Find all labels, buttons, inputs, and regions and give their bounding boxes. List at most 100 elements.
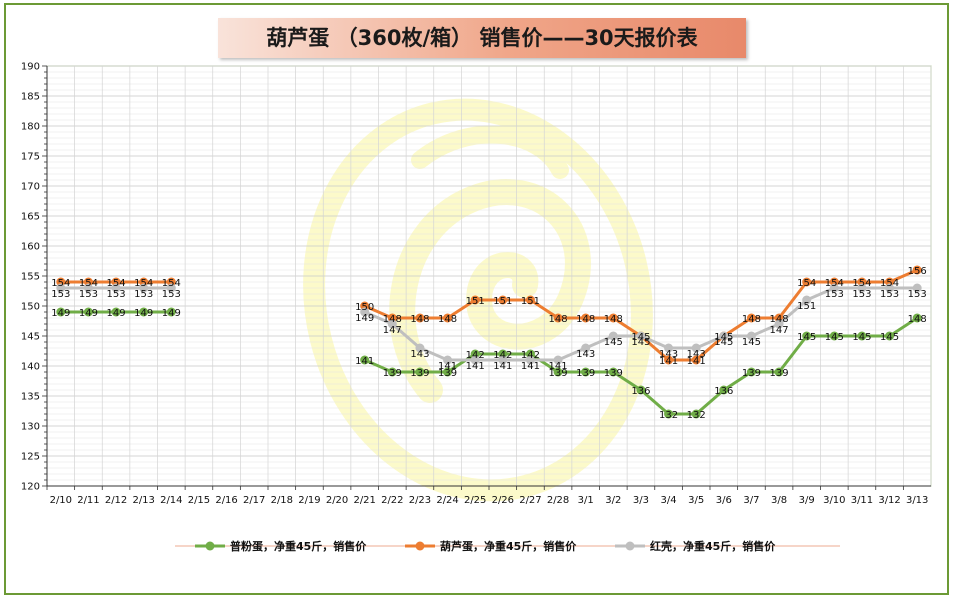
data-label-2: 151 bbox=[797, 301, 816, 312]
data-point-1 bbox=[443, 313, 453, 323]
data-point-2 bbox=[664, 343, 674, 353]
y-tick-label: 130 bbox=[21, 422, 40, 433]
grid bbox=[46, 65, 932, 487]
data-label-1: 156 bbox=[908, 266, 927, 277]
title-banner: 葫芦蛋 （360枚/箱） 销售价——30天报价表 bbox=[218, 18, 746, 58]
data-point-2 bbox=[415, 343, 425, 353]
data-label-0: 145 bbox=[852, 332, 871, 343]
data-label-2: 145 bbox=[714, 337, 733, 348]
data-label-2: 141 bbox=[521, 361, 540, 372]
x-tick-label: 2/25 bbox=[464, 495, 486, 506]
data-point-0 bbox=[111, 307, 121, 317]
data-point-2 bbox=[885, 283, 895, 293]
data-point-1 bbox=[802, 277, 812, 287]
x-tick-label: 3/6 bbox=[716, 495, 732, 506]
data-label-0: 149 bbox=[134, 308, 153, 319]
x-tick-label: 3/7 bbox=[743, 495, 759, 506]
data-label-0: 139 bbox=[383, 368, 402, 379]
legend-entry-label: 普粉蛋，净重45斤，销售价 bbox=[230, 539, 367, 553]
data-point-0 bbox=[360, 355, 370, 365]
y-tick-label: 190 bbox=[21, 62, 40, 73]
data-label-2: 153 bbox=[880, 289, 899, 300]
data-point-0 bbox=[166, 307, 176, 317]
data-label-2: 141 bbox=[466, 361, 485, 372]
data-label-1: 154 bbox=[134, 278, 153, 289]
data-point-2 bbox=[443, 355, 453, 365]
data-point-0 bbox=[664, 409, 674, 419]
data-label-1: 148 bbox=[410, 314, 429, 325]
y-tick-label: 145 bbox=[21, 332, 40, 343]
data-point-2 bbox=[636, 331, 646, 341]
y-tick-label: 170 bbox=[21, 182, 40, 193]
chart-title: 葫芦蛋 （360枚/箱） 销售价——30天报价表 bbox=[266, 26, 698, 50]
data-label-0: 136 bbox=[714, 386, 733, 397]
legend-entry-label: 葫芦蛋，净重45斤，销售价 bbox=[440, 539, 577, 553]
data-label-2: 143 bbox=[659, 349, 678, 360]
y-tick-label: 140 bbox=[21, 362, 40, 373]
data-point-0 bbox=[83, 307, 93, 317]
x-tick-label: 3/10 bbox=[823, 495, 845, 506]
data-label-1: 141 bbox=[659, 356, 678, 367]
x-tick-label: 3/2 bbox=[605, 495, 621, 506]
data-point-0 bbox=[829, 331, 839, 341]
data-label-2: 141 bbox=[438, 361, 457, 372]
data-label-2: 147 bbox=[383, 325, 402, 336]
data-label-1: 151 bbox=[493, 296, 512, 307]
data-point-2 bbox=[774, 319, 784, 329]
y-tick-label: 165 bbox=[21, 212, 40, 223]
data-label-0: 149 bbox=[51, 308, 70, 319]
data-point-0 bbox=[608, 367, 618, 377]
x-tick-label: 3/8 bbox=[771, 495, 787, 506]
data-label-2: 153 bbox=[51, 289, 70, 300]
data-point-1 bbox=[470, 295, 480, 305]
x-tick-label: 2/18 bbox=[271, 495, 293, 506]
data-point-2 bbox=[719, 331, 729, 341]
data-label-0: 132 bbox=[659, 410, 678, 421]
x-tick-label: 3/9 bbox=[799, 495, 815, 506]
y-tick-label: 150 bbox=[21, 302, 40, 313]
data-point-0 bbox=[415, 367, 425, 377]
data-label-0: 145 bbox=[797, 332, 816, 343]
x-tick-label: 2/24 bbox=[436, 495, 458, 506]
data-label-0: 139 bbox=[410, 368, 429, 379]
data-label-1: 154 bbox=[51, 278, 70, 289]
data-label-2: 145 bbox=[604, 337, 623, 348]
data-point-1 bbox=[581, 313, 591, 323]
legend-swatch-marker bbox=[625, 541, 635, 551]
data-label-0: 141 bbox=[355, 356, 374, 367]
data-point-1 bbox=[608, 313, 618, 323]
y-tick-label: 120 bbox=[21, 482, 40, 493]
x-tick-label: 3/3 bbox=[633, 495, 649, 506]
data-point-1 bbox=[912, 265, 922, 275]
series-lines bbox=[56, 265, 922, 419]
data-label-1: 148 bbox=[438, 314, 457, 325]
data-point-1 bbox=[415, 313, 425, 323]
data-point-2 bbox=[360, 307, 370, 317]
legend-entry-label: 红壳，净重45斤，销售价 bbox=[650, 539, 776, 553]
data-label-0: 139 bbox=[742, 368, 761, 379]
data-label-0: 142 bbox=[493, 350, 512, 361]
data-label-0: 139 bbox=[770, 368, 789, 379]
data-label-2: 143 bbox=[410, 349, 429, 360]
data-point-2 bbox=[525, 355, 535, 365]
data-label-2: 153 bbox=[162, 289, 181, 300]
data-point-2 bbox=[581, 343, 591, 353]
data-label-0: 139 bbox=[438, 368, 457, 379]
data-point-1 bbox=[498, 295, 508, 305]
data-point-0 bbox=[719, 385, 729, 395]
data-point-2 bbox=[802, 295, 812, 305]
data-point-1 bbox=[664, 355, 674, 365]
data-label-0: 142 bbox=[521, 350, 540, 361]
data-point-1 bbox=[525, 295, 535, 305]
data-point-1 bbox=[553, 313, 563, 323]
data-point-2 bbox=[387, 319, 397, 329]
data-label-1: 154 bbox=[162, 278, 181, 289]
data-point-0 bbox=[581, 367, 591, 377]
data-label-0: 142 bbox=[466, 350, 485, 361]
x-tick-label: 2/23 bbox=[409, 495, 431, 506]
x-tick-label: 3/11 bbox=[851, 495, 873, 506]
data-point-0 bbox=[443, 367, 453, 377]
data-label-2: 153 bbox=[107, 289, 126, 300]
data-point-0 bbox=[857, 331, 867, 341]
